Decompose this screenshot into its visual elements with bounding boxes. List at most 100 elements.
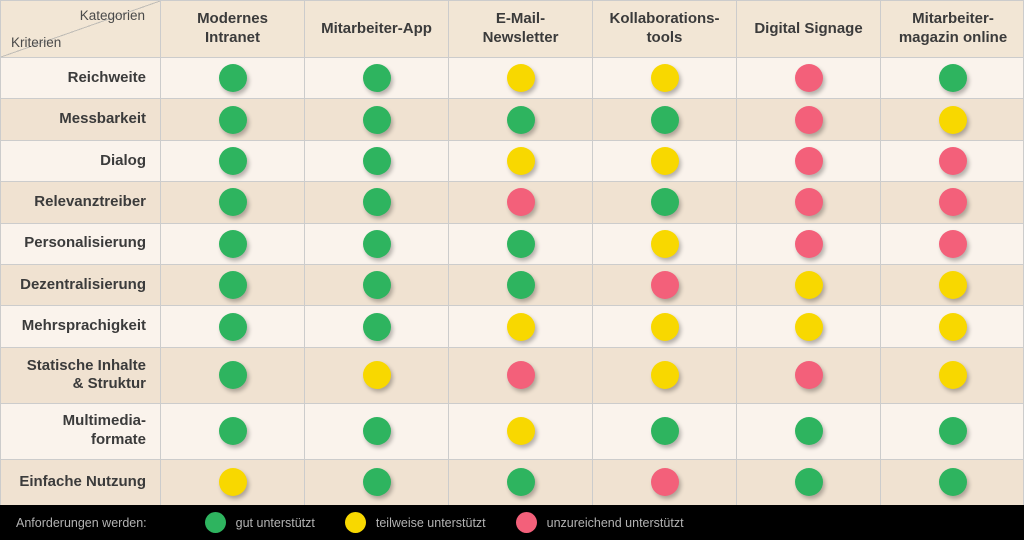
green-dot	[506, 468, 535, 497]
rating-cell	[593, 347, 737, 403]
green-dot	[939, 468, 967, 497]
rating-cell	[161, 182, 305, 223]
row-label: Statische Inhalte & Struktur	[26, 356, 146, 393]
rating-cell	[593, 223, 737, 264]
rating-cell	[881, 306, 1024, 346]
column-header-label: Mitarbeiter-App	[321, 19, 432, 37]
green-dot	[939, 417, 967, 446]
green-dot	[218, 271, 247, 300]
rating-cell	[161, 347, 305, 403]
rating-cell	[449, 265, 593, 306]
table-row: Mehrsprachigkeit	[1, 305, 1024, 347]
rating-cell	[305, 347, 449, 403]
column-header: Digital Signage	[737, 1, 881, 57]
column-header-label: Digital Signage	[754, 19, 863, 37]
row-label-cell: Dezentralisierung	[1, 265, 161, 306]
red-dot	[794, 64, 823, 93]
green-dot	[794, 417, 823, 446]
rating-cell	[449, 140, 593, 182]
red-dot	[650, 468, 679, 497]
legend-item-label: teilweise unterstützt	[375, 515, 486, 530]
rating-cell	[593, 57, 737, 99]
rating-cell	[305, 99, 449, 140]
green-dot	[650, 417, 679, 446]
rating-cell	[449, 223, 593, 264]
table-row: Einfache Nutzung	[1, 458, 1023, 506]
row-label-cell: Personalisierung	[1, 223, 161, 264]
yellow-dot	[650, 229, 679, 258]
yellow-dot	[650, 361, 679, 390]
table-row: Dezentralisierung	[1, 264, 1023, 306]
column-header: Kollaborations- tools	[593, 1, 737, 57]
corner-kategorien-label: Kategorien	[79, 8, 145, 23]
green-dot	[362, 312, 391, 341]
table-row: Multimedia- formate	[1, 402, 1024, 459]
row-label-cell: Multimedia- formate	[1, 403, 161, 459]
red-dot	[794, 229, 823, 258]
rating-cell	[737, 265, 881, 306]
legend-item: gut unterstützt	[204, 512, 315, 533]
rating-cell	[593, 182, 737, 223]
green-dot	[939, 64, 967, 93]
red-dot	[794, 188, 823, 217]
table-row: Relevanztreiber	[1, 181, 1024, 223]
green-dot	[362, 64, 391, 93]
row-label: Mehrsprachigkeit	[21, 317, 146, 335]
row-label-cell: Mehrsprachigkeit	[1, 306, 161, 347]
table-row: Dialog	[1, 139, 1023, 182]
rating-cell	[737, 182, 881, 223]
red-dot	[794, 146, 823, 175]
green-dot	[362, 271, 391, 300]
rating-cell	[161, 99, 305, 140]
green-dot	[506, 105, 535, 134]
rating-cell	[737, 306, 881, 347]
green-dot	[506, 271, 535, 300]
column-header: Mitarbeiter- magazin online	[881, 1, 1024, 57]
yellow-dot	[939, 271, 967, 300]
row-label-cell: Relevanztreiber	[1, 182, 161, 223]
rating-cell	[161, 403, 305, 459]
yellow-dot	[218, 468, 247, 497]
rating-cell	[881, 404, 1024, 459]
row-label: Messbarkeit	[59, 110, 146, 128]
red-dot	[939, 229, 967, 258]
row-label: Dialog	[100, 151, 146, 169]
legend-title: Anforderungen werden:	[16, 515, 147, 530]
rating-cell	[305, 403, 449, 459]
comparison-table: Kategorien Kriterien Modernes Intranet Mi…	[0, 0, 1024, 506]
green-dot	[506, 229, 535, 258]
rating-cell	[305, 182, 449, 223]
rating-cell	[449, 347, 593, 403]
green-dot	[362, 229, 391, 258]
column-header: E-Mail- Newsletter	[449, 1, 593, 57]
yellow-dot	[650, 146, 679, 175]
green-dot	[218, 229, 247, 258]
rating-cell	[593, 99, 737, 140]
legend-item-label: gut unterstützt	[235, 515, 315, 530]
green-dot	[362, 417, 391, 446]
rating-cell	[305, 459, 449, 506]
rating-cell	[593, 403, 737, 459]
green-dot	[218, 64, 247, 93]
rating-cell	[593, 459, 737, 506]
green-dot	[794, 468, 823, 497]
rating-cell	[881, 58, 1024, 98]
green-dot	[362, 188, 391, 217]
rating-cell	[737, 99, 881, 140]
rating-cell	[449, 459, 593, 506]
green-dot	[362, 146, 391, 175]
green-dot	[362, 105, 391, 134]
green-dot	[218, 188, 247, 217]
yellow-dot	[506, 312, 535, 341]
rating-cell	[161, 223, 305, 264]
red-dot	[650, 271, 679, 300]
rating-cell	[161, 265, 305, 306]
legend-item: unzureichend unterstützt	[515, 512, 684, 533]
rating-cell	[881, 182, 1024, 222]
row-label-cell: Statische Inhalte & Struktur	[1, 347, 161, 403]
yellow-dot	[506, 417, 535, 446]
corner-cell: Kategorien Kriterien	[1, 1, 161, 57]
yellow-dot	[939, 312, 967, 341]
rating-cell	[305, 140, 449, 182]
red-dot	[506, 361, 535, 390]
